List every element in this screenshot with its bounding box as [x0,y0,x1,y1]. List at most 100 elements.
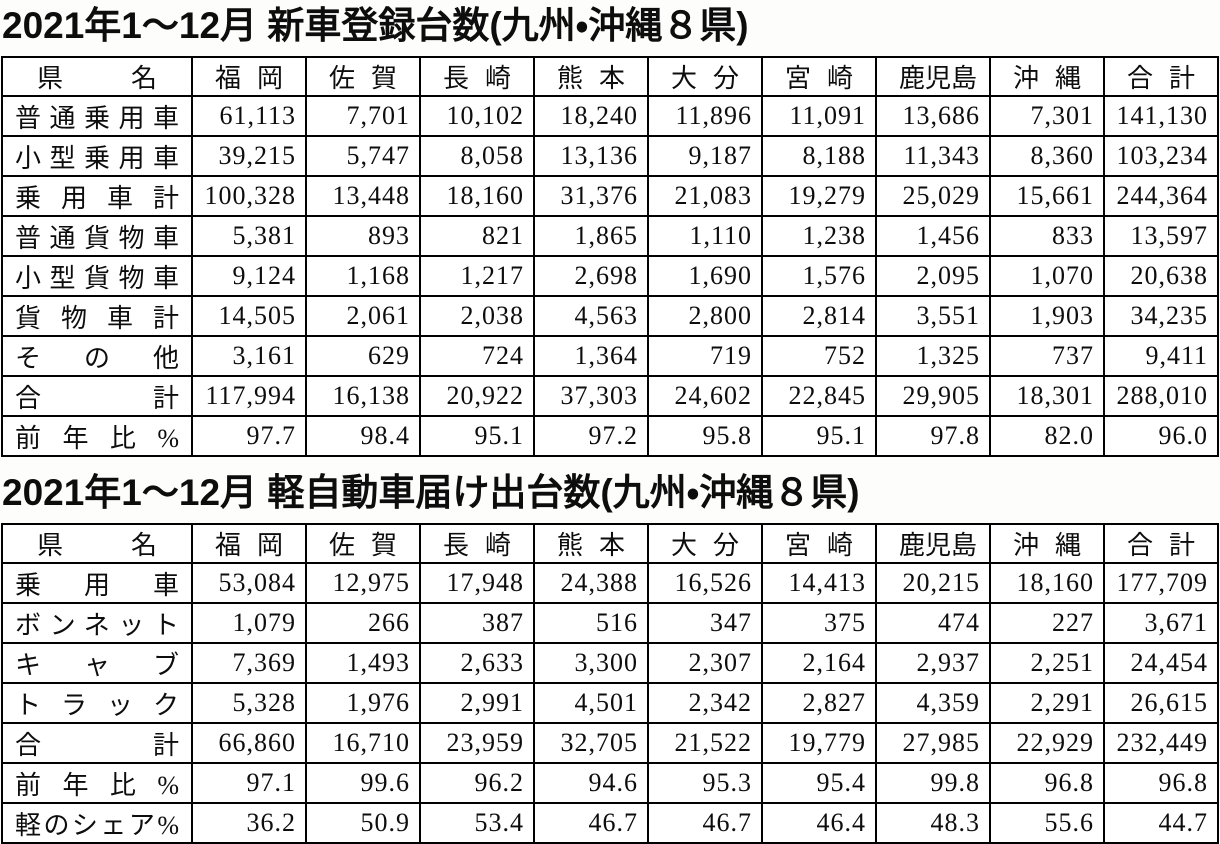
cell-value: 7,301 [989,95,1105,137]
cell-value: 55.6 [989,802,1105,844]
column-header: 鹿児島 [875,523,991,564]
cell-value: 10,102 [419,95,535,137]
row-label: 小型乗用車 [1,135,193,177]
cell-value: 16,526 [647,562,763,604]
cell-value: 18,240 [533,95,649,137]
cell-value: 97.2 [533,415,649,457]
cell-value: 9,411 [1103,335,1219,377]
cell-value: 31,376 [533,175,649,217]
column-header: 長崎 [419,523,535,564]
cell-value: 17,948 [419,562,535,604]
cell-value: 232,449 [1103,722,1219,764]
cell-value: 516 [533,602,649,644]
cell-value: 44.7 [1103,802,1219,844]
row-label: 普通貨物車 [1,215,193,257]
cell-value: 11,896 [647,95,763,137]
row-header-title: 県名 [1,56,193,97]
cell-value: 39,215 [191,135,307,177]
cell-value: 833 [989,215,1105,257]
cell-value: 1,168 [305,255,421,297]
cell-value: 7,701 [305,95,421,137]
table-row: 前年比% 97.7 98.4 95.1 97.2 95.8 95.1 97.8 82.0 96.0 [1,415,1219,457]
cell-value: 53.4 [419,802,535,844]
cell-value: 21,083 [647,175,763,217]
cell-value: 2,698 [533,255,649,297]
cell-value: 13,136 [533,135,649,177]
cell-value: 14,413 [761,562,877,604]
cell-value: 32,705 [533,722,649,764]
cell-value: 22,845 [761,375,877,417]
row-label: 前年比% [1,762,193,804]
cell-value: 19,779 [761,722,877,764]
cell-value: 96.0 [1103,415,1219,457]
cell-value: 13,448 [305,175,421,217]
cell-value: 288,010 [1103,375,1219,417]
cell-value: 2,307 [647,642,763,684]
cell-value: 95.4 [761,762,877,804]
cell-value: 24,602 [647,375,763,417]
cell-value: 95.8 [647,415,763,457]
cell-value: 99.6 [305,762,421,804]
cell-value: 15,661 [989,175,1105,217]
row-label: 前年比% [1,415,193,457]
cell-value: 719 [647,335,763,377]
cell-value: 2,991 [419,682,535,724]
cell-value: 266 [305,602,421,644]
cell-value: 95.1 [419,415,535,457]
column-header: 大分 [647,56,763,97]
cell-value: 24,454 [1103,642,1219,684]
cell-value: 1,976 [305,682,421,724]
cell-value: 724 [419,335,535,377]
column-header: 宮崎 [761,56,877,97]
cell-value: 97.8 [875,415,991,457]
cell-value: 2,061 [305,295,421,337]
row-label: 合計 [1,375,193,417]
table2-title: 2021年1～12月 軽自動車届け出台数(九州・沖縄８県) [2,472,860,513]
table-row: ボンネット 1,079 266 387 516 347 375 474 227 3,671 [1,602,1219,644]
cell-value: 12,975 [305,562,421,604]
cell-value: 2,038 [419,295,535,337]
cell-value: 244,364 [1103,175,1219,217]
row-label: 普通乗用車 [1,95,193,137]
cell-value: 99.8 [875,762,991,804]
cell-value: 103,234 [1103,135,1219,177]
table-row: その他 3,161 629 724 1,364 719 752 1,325 737 9,411 [1,335,1219,377]
cell-value: 95.1 [761,415,877,457]
row-label: 乗用車計 [1,175,193,217]
row-label: その他 [1,335,193,377]
cell-value: 737 [989,335,1105,377]
cell-value: 5,747 [305,135,421,177]
cell-value: 1,493 [305,642,421,684]
cell-value: 387 [419,602,535,644]
cell-value: 13,597 [1103,215,1219,257]
cell-value: 18,301 [989,375,1105,417]
cell-value: 46.4 [761,802,877,844]
cell-value: 9,187 [647,135,763,177]
column-header: 合計 [1103,523,1219,564]
cell-value: 25,029 [875,175,991,217]
row-label: 軽のシェア% [1,802,193,844]
cell-value: 53,084 [191,562,307,604]
cell-value: 4,501 [533,682,649,724]
cell-value: 2,164 [761,642,877,684]
table-row: 軽のシェア% 36.2 50.9 53.4 46.7 46.7 46.4 48.3 55.6 44… [1,802,1219,844]
table-row: 前年比% 97.1 99.6 96.2 94.6 95.3 95.4 99.8 96.8 96.8 [1,762,1219,804]
cell-value: 16,710 [305,722,421,764]
cell-value: 34,235 [1103,295,1219,337]
cell-value: 16,138 [305,375,421,417]
cell-value: 22,929 [989,722,1105,764]
column-header: 長崎 [419,56,535,97]
cell-value: 2,827 [761,682,877,724]
cell-value: 50.9 [305,802,421,844]
cell-value: 3,161 [191,335,307,377]
cell-value: 46.7 [647,802,763,844]
row-label: 小型貨物車 [1,255,193,297]
cell-value: 100,328 [191,175,307,217]
cell-value: 629 [305,335,421,377]
cell-value: 61,113 [191,95,307,137]
cell-value: 11,343 [875,135,991,177]
cell-value: 7,369 [191,642,307,684]
cell-value: 1,079 [191,602,307,644]
table-row: 小型貨物車 9,124 1,168 1,217 2,698 1,690 1,576 2,095… [1,255,1219,297]
